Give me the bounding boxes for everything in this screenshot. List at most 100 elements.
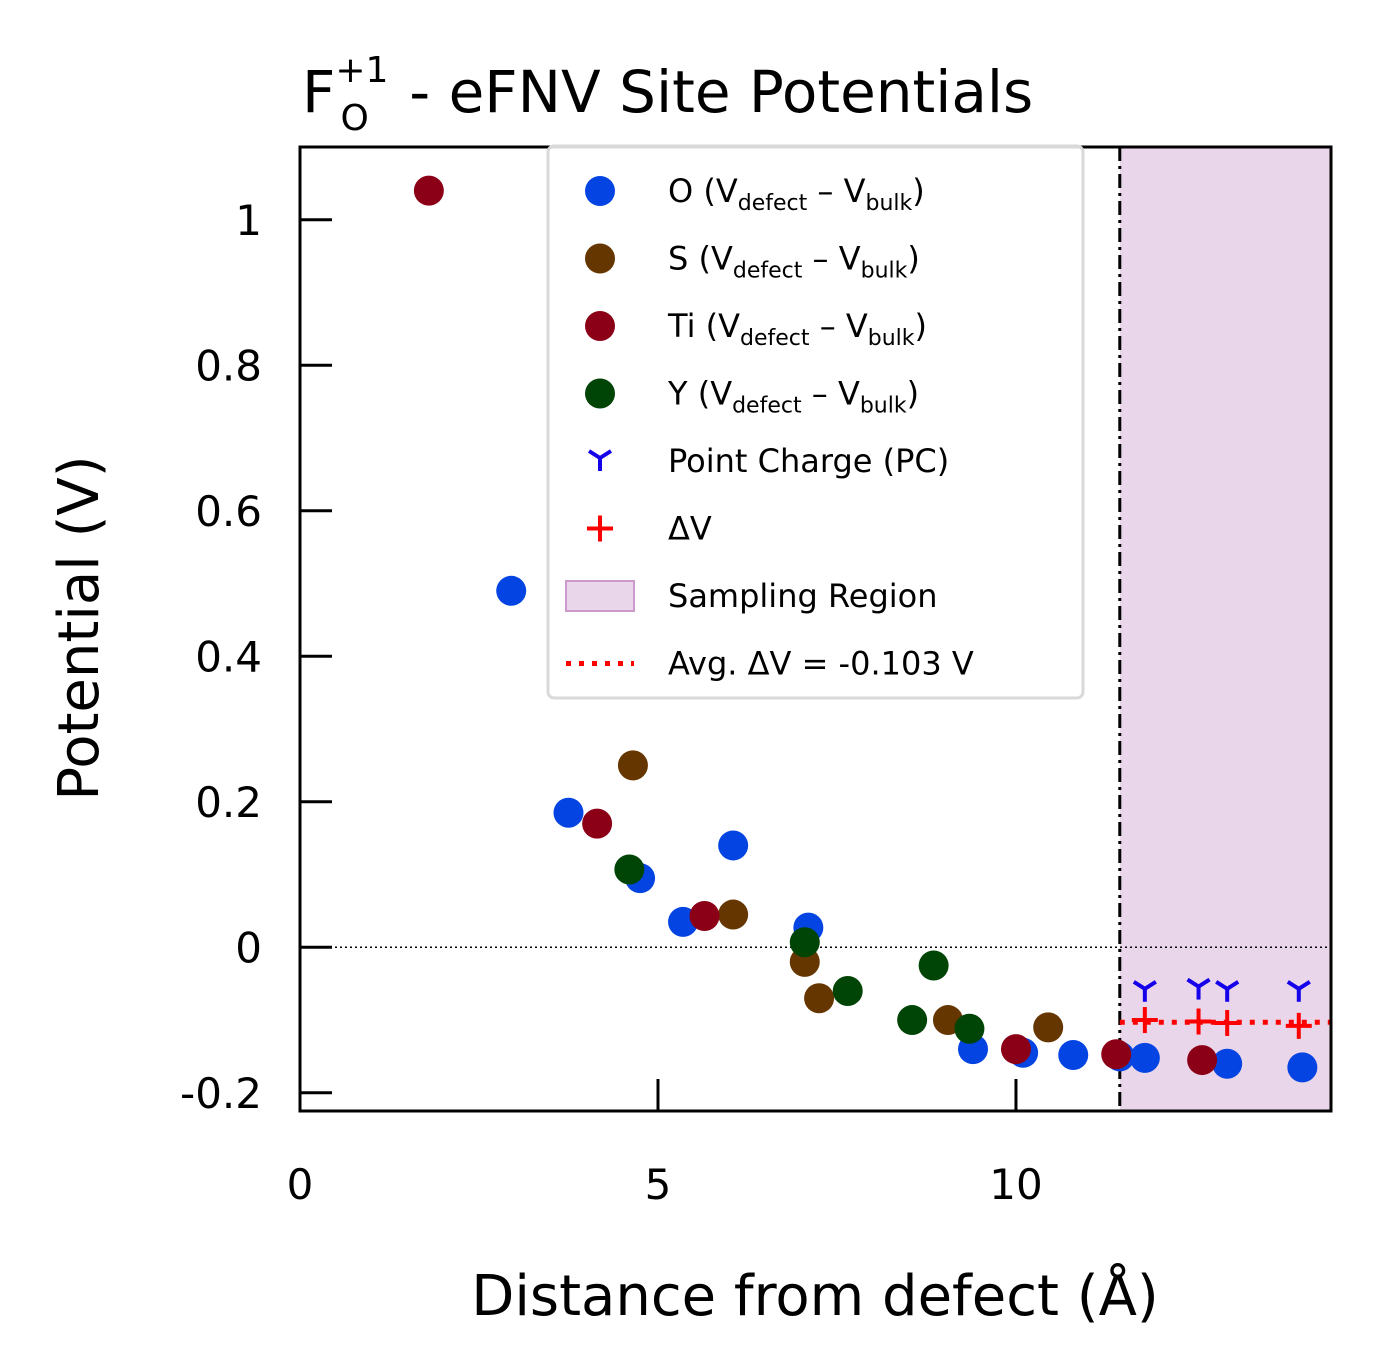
legend-label-open: (V xyxy=(688,375,733,413)
title-superscript: +1 xyxy=(335,50,388,91)
data-point-delta-v xyxy=(1131,1007,1158,1034)
y-tick-label: 0 xyxy=(235,923,262,972)
data-point-s xyxy=(1033,1012,1064,1043)
legend-label-species: S xyxy=(668,240,688,278)
data-point-o xyxy=(496,575,527,606)
legend-label-mid: – V xyxy=(807,172,865,210)
tri-arm-left xyxy=(1132,980,1146,991)
legend-label-open: (V xyxy=(688,240,733,278)
y-tick-label: 0.8 xyxy=(195,341,262,390)
tri-arm-left xyxy=(1215,980,1229,991)
data-point-o xyxy=(718,830,749,861)
data-point-s xyxy=(718,899,749,930)
tri-arm-left xyxy=(587,449,602,460)
legend-marker-o xyxy=(585,176,615,206)
data-point-point-charge xyxy=(1132,980,1157,1002)
legend-box xyxy=(546,144,1085,700)
y-tick-label: -0.2 xyxy=(180,1069,262,1118)
legend-label-close: ) xyxy=(907,240,919,278)
data-point-point-charge xyxy=(1215,980,1240,1002)
legend-label-mid: – V xyxy=(802,240,860,278)
legend-label: O (Vdefect – Vbulk) xyxy=(668,172,925,216)
legend-label-close: ) xyxy=(907,375,919,413)
y-tick-label: 1 xyxy=(235,196,262,245)
legend-label: Sampling Region xyxy=(668,577,938,615)
data-point-ti xyxy=(689,901,720,932)
data-point-y xyxy=(897,1005,928,1036)
data-point-y xyxy=(832,975,863,1006)
legend-label-sub2: bulk xyxy=(861,259,908,284)
data-point-o xyxy=(1287,1052,1318,1083)
legend-label-open: (V xyxy=(693,172,738,210)
tri-arm-right xyxy=(1226,980,1240,991)
legend-label-sub2: bulk xyxy=(860,394,907,419)
x-tick-label: 10 xyxy=(989,1160,1042,1209)
x-axis-title: Distance from defect (Å) xyxy=(471,1263,1159,1329)
legend-marker-delta-v xyxy=(587,515,613,542)
data-point-y xyxy=(954,1013,985,1044)
legend-marker-sampling-region xyxy=(565,580,635,612)
legend-label: Y (Vdefect – Vbulk) xyxy=(667,375,919,419)
legend-label-sub1: defect xyxy=(738,191,808,216)
tri-arm-right xyxy=(598,449,613,460)
legend-label-close: ) xyxy=(912,172,924,210)
y-tick-label: 0.6 xyxy=(195,487,262,536)
legend-marker-ti xyxy=(585,311,615,341)
legend-label-sub2: bulk xyxy=(865,191,912,216)
data-point-s xyxy=(617,750,648,781)
data-point-delta-v xyxy=(1185,1008,1212,1035)
legend-label-close: ) xyxy=(915,307,927,345)
data-point-delta-v xyxy=(1285,1012,1312,1039)
data-point-s xyxy=(804,983,835,1014)
legend-label-open: (V xyxy=(695,307,740,345)
sampling-region xyxy=(1119,147,1331,1111)
legend-label-species: Y xyxy=(667,375,688,413)
legend-label-sub1: defect xyxy=(740,326,810,351)
data-point-y xyxy=(918,950,949,981)
tri-arm-right xyxy=(1297,980,1311,991)
legend-label: S (Vdefect – Vbulk) xyxy=(668,240,920,284)
tri-arm-right xyxy=(1197,977,1211,989)
data-point-ti xyxy=(1187,1045,1218,1076)
title-main: F xyxy=(302,58,335,126)
tri-arm-right xyxy=(1143,980,1157,991)
legend-label-species: Ti xyxy=(667,307,695,345)
data-point-ti xyxy=(1101,1039,1132,1070)
data-point-o xyxy=(1212,1048,1243,1079)
y-tick-label: 0.4 xyxy=(195,632,262,681)
legend-marker-y xyxy=(585,378,615,409)
data-point-o xyxy=(553,797,584,828)
legend-label: Avg. ΔV = -0.103 V xyxy=(668,645,974,683)
title-subscript: O xyxy=(340,98,368,139)
y-tick-label: 0.2 xyxy=(195,778,262,827)
x-tick-label: 5 xyxy=(645,1160,672,1209)
data-point-y xyxy=(789,927,820,958)
data-point-y xyxy=(614,854,645,885)
legend-label-sub1: defect xyxy=(732,394,802,419)
legend-label-mid: – V xyxy=(802,375,860,413)
legend-label-sub1: defect xyxy=(733,259,803,284)
legend-label: Ti (Vdefect – Vbulk) xyxy=(667,307,927,351)
data-point-point-charge xyxy=(1286,980,1311,1002)
x-tick-label: 0 xyxy=(287,1160,314,1209)
legend-label-species: O xyxy=(668,172,693,210)
data-point-ti xyxy=(582,808,613,839)
legend-label: Point Charge (PC) xyxy=(668,442,949,480)
tri-arm-left xyxy=(1186,977,1200,989)
legend-marker-s xyxy=(585,243,615,274)
data-point-o xyxy=(1129,1042,1160,1073)
legend-label-sub2: bulk xyxy=(868,326,915,351)
tri-arm-left xyxy=(1286,980,1300,991)
legend-label: ΔV xyxy=(668,510,712,548)
chart-title: F+1 O - eFNV Site Potentials xyxy=(302,50,1033,139)
data-point-point-charge xyxy=(1186,977,1211,1000)
legend-label-mid: – V xyxy=(810,307,868,345)
legend-marker-point-charge xyxy=(587,449,613,471)
y-axis-title: Potential (V) xyxy=(47,455,112,800)
legend: O (Vdefect – Vbulk)S (Vdefect – Vbulk)Ti… xyxy=(546,144,1085,700)
data-point-ti xyxy=(413,175,444,206)
data-point-ti xyxy=(1000,1034,1031,1065)
title-rest: - eFNV Site Potentials xyxy=(391,58,1033,126)
data-point-o xyxy=(1058,1039,1089,1070)
